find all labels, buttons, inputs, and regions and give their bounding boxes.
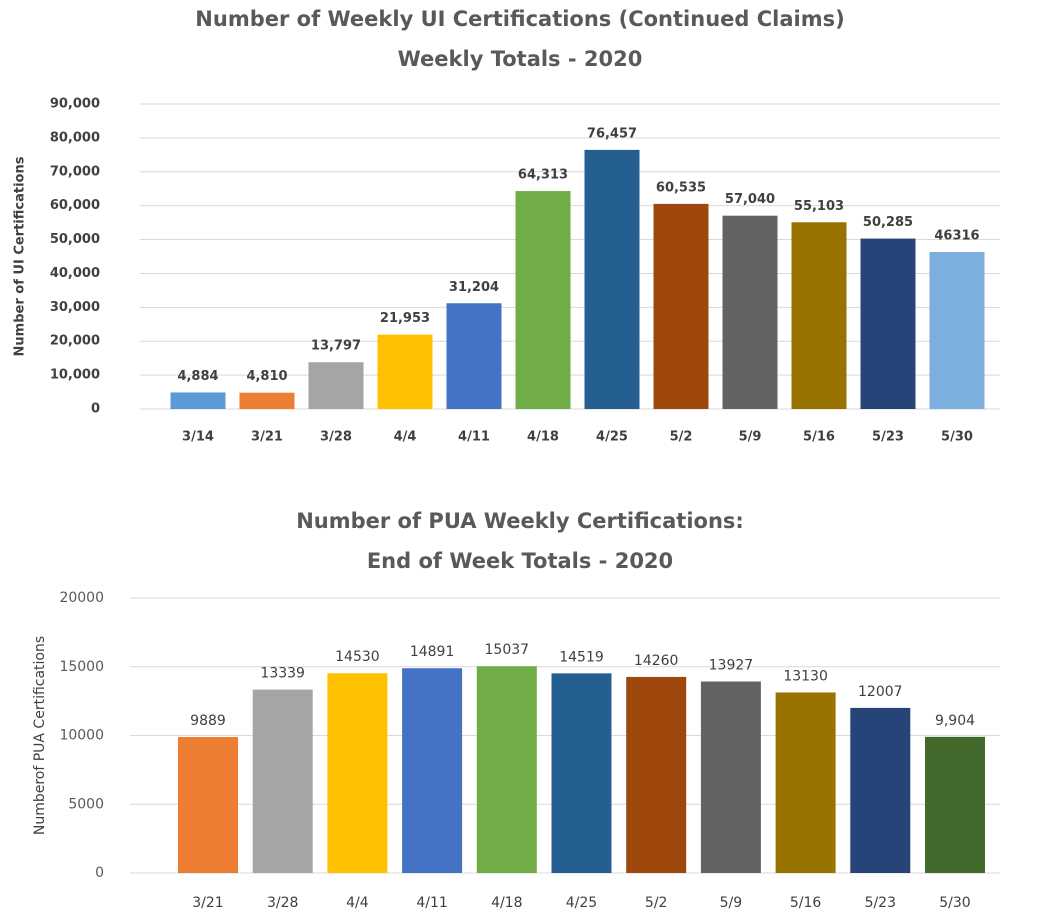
bar bbox=[584, 149, 640, 409]
y-tick-label: 10,000 bbox=[50, 368, 100, 383]
x-tick-label: 5/2 bbox=[645, 895, 668, 911]
x-tick-label: 4/25 bbox=[596, 430, 628, 445]
y-axis-label: Number of UI Certifications bbox=[13, 156, 28, 356]
x-tick-label: 5/23 bbox=[872, 430, 904, 445]
data-label: 13,797 bbox=[311, 339, 361, 354]
y-tick-label: 5000 bbox=[68, 796, 104, 812]
chart-title: Number of Weekly UI Certifications (Cont… bbox=[195, 7, 844, 31]
data-label: 55,103 bbox=[794, 199, 844, 214]
x-tick-label: 5/2 bbox=[670, 430, 693, 445]
y-tick-label: 10000 bbox=[59, 728, 104, 744]
data-label: 50,285 bbox=[863, 215, 913, 230]
chart-title: Number of PUA Weekly Certifications: bbox=[296, 509, 744, 533]
data-label: 14260 bbox=[634, 653, 679, 669]
y-tick-label: 60,000 bbox=[50, 198, 100, 213]
x-tick-label: 3/14 bbox=[182, 430, 214, 445]
y-axis-label: Numberof PUA Certifications bbox=[32, 636, 48, 835]
data-label: 12007 bbox=[858, 684, 903, 700]
y-tick-label: 0 bbox=[95, 865, 104, 881]
x-tick-label: 5/23 bbox=[865, 895, 896, 911]
x-tick-label: 5/9 bbox=[739, 430, 762, 445]
y-tick-label: 30,000 bbox=[50, 300, 100, 315]
bar bbox=[551, 673, 612, 873]
bar bbox=[850, 707, 911, 873]
x-tick-label: 4/18 bbox=[491, 895, 522, 911]
y-tick-label: 15000 bbox=[59, 659, 104, 675]
data-label: 9889 bbox=[190, 713, 226, 729]
data-label: 46316 bbox=[934, 229, 979, 244]
x-tick-label: 4/11 bbox=[458, 430, 490, 445]
data-label: 60,535 bbox=[656, 180, 706, 195]
y-tick-label: 20000 bbox=[59, 590, 104, 606]
data-label: 4,810 bbox=[246, 369, 287, 384]
bar bbox=[860, 238, 916, 409]
data-label: 31,204 bbox=[449, 280, 499, 295]
x-tick-label: 5/16 bbox=[790, 895, 822, 911]
x-tick-label: 3/28 bbox=[320, 430, 352, 445]
x-tick-label: 5/9 bbox=[720, 895, 743, 911]
x-tick-label: 3/21 bbox=[251, 430, 283, 445]
bar bbox=[925, 736, 985, 873]
x-tick-label: 3/28 bbox=[267, 895, 298, 911]
data-label: 13339 bbox=[260, 666, 305, 682]
x-tick-label: 4/11 bbox=[416, 895, 447, 911]
chart-ui: Number of Weekly UI Certifications (Cont… bbox=[13, 7, 1000, 445]
bar bbox=[252, 689, 313, 873]
bar bbox=[170, 392, 226, 409]
y-tick-label: 90,000 bbox=[50, 97, 100, 112]
chart-subtitle: End of Week Totals - 2020 bbox=[367, 549, 673, 573]
data-label: 13927 bbox=[709, 658, 754, 674]
data-label: 9,904 bbox=[935, 713, 975, 729]
data-label: 4,884 bbox=[177, 369, 218, 384]
x-tick-label: 5/30 bbox=[941, 430, 973, 445]
y-tick-label: 80,000 bbox=[50, 130, 100, 145]
data-label: 13130 bbox=[783, 668, 828, 684]
x-tick-label: 4/4 bbox=[394, 430, 417, 445]
data-label: 15037 bbox=[485, 642, 530, 658]
y-tick-label: 40,000 bbox=[50, 266, 100, 281]
bar bbox=[239, 392, 295, 409]
x-tick-label: 5/16 bbox=[803, 430, 835, 445]
bar bbox=[626, 676, 687, 873]
bar bbox=[402, 668, 463, 873]
bar bbox=[791, 222, 847, 409]
data-label: 64,313 bbox=[518, 168, 568, 183]
x-tick-label: 3/21 bbox=[192, 895, 223, 911]
x-tick-label: 4/4 bbox=[346, 895, 369, 911]
y-tick-label: 0 bbox=[91, 402, 100, 417]
bar bbox=[653, 203, 709, 409]
x-tick-label: 4/18 bbox=[527, 430, 559, 445]
bar bbox=[178, 737, 238, 873]
x-tick-label: 4/25 bbox=[566, 895, 597, 911]
bar bbox=[722, 215, 778, 409]
bar bbox=[327, 673, 388, 873]
y-tick-label: 50,000 bbox=[50, 232, 100, 247]
data-label: 14530 bbox=[335, 649, 380, 665]
bar bbox=[476, 666, 537, 873]
chart-subtitle: Weekly Totals - 2020 bbox=[398, 47, 643, 71]
bar bbox=[446, 303, 502, 409]
data-label: 76,457 bbox=[587, 126, 637, 141]
y-tick-label: 70,000 bbox=[50, 164, 100, 179]
data-label: 21,953 bbox=[380, 311, 430, 326]
data-label: 57,040 bbox=[725, 192, 775, 207]
data-label: 14891 bbox=[410, 644, 455, 660]
bar bbox=[377, 334, 433, 409]
data-label: 14519 bbox=[559, 649, 604, 665]
bar bbox=[515, 191, 571, 409]
bar bbox=[929, 252, 985, 409]
chart-pua: Number of PUA Weekly Certifications: End … bbox=[32, 509, 1000, 911]
bar bbox=[775, 692, 836, 873]
y-tick-label: 20,000 bbox=[50, 334, 100, 349]
bar bbox=[308, 362, 364, 409]
x-tick-label: 5/30 bbox=[939, 895, 970, 911]
bar bbox=[700, 681, 761, 873]
